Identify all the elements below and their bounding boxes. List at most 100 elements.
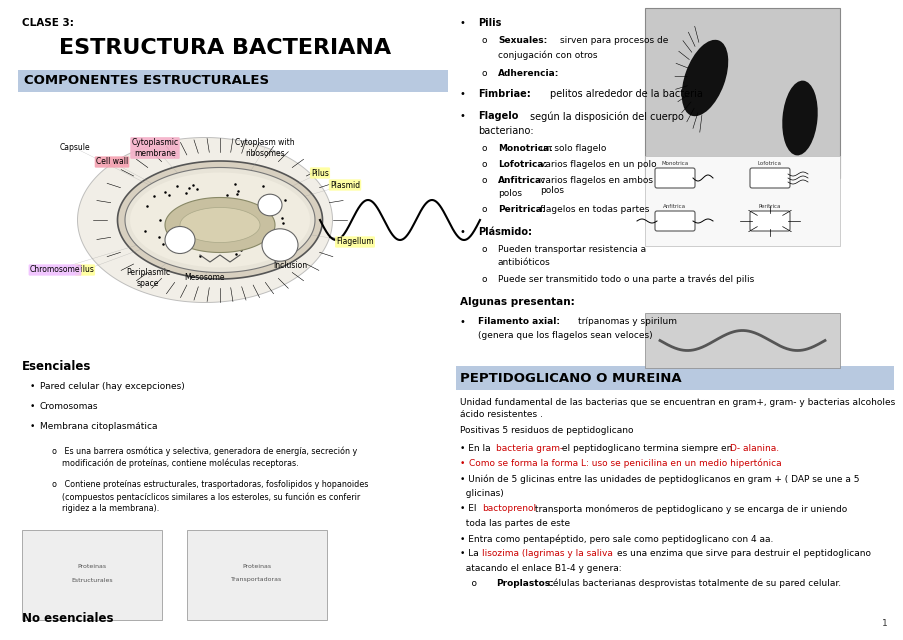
Text: Puede ser transmitido todo o una parte a través del pilis: Puede ser transmitido todo o una parte a… (498, 275, 753, 285)
Text: Proteinas: Proteinas (78, 564, 107, 570)
Text: glicinas): glicinas) (460, 489, 503, 498)
Text: Pilis: Pilis (478, 18, 501, 28)
Text: Pilus: Pilus (76, 266, 94, 275)
Text: • Unión de 5 glicinas entre las unidades de peptidoglicanos en gram + ( DAP se u: • Unión de 5 glicinas entre las unidades… (460, 474, 859, 483)
Text: bactoprenol: bactoprenol (482, 504, 536, 513)
Text: o   Es una barrera osmótica y selectiva, generadora de energía, secreción y
    : o Es una barrera osmótica y selectiva, g… (52, 446, 357, 468)
Polygon shape (117, 161, 322, 279)
Text: D- alanina.: D- alanina. (730, 444, 778, 453)
Text: Pueden transportar resistencia a: Pueden transportar resistencia a (498, 245, 646, 254)
Text: 1: 1 (881, 619, 887, 628)
Text: o: o (481, 245, 487, 254)
Text: Sexuales:: Sexuales: (498, 36, 546, 45)
Text: según la disposición del cuerpo: según la disposición del cuerpo (529, 111, 683, 122)
Text: Membrana citoplasmática: Membrana citoplasmática (40, 422, 157, 431)
Text: Unidad fundamental de las bacterias que se encuentran en gram+, gram- y bacteria: Unidad fundamental de las bacterias que … (460, 398, 894, 419)
Text: COMPONENTES ESTRUCTURALES: COMPONENTES ESTRUCTURALES (24, 74, 269, 88)
Text: Lofotrica:: Lofotrica: (498, 160, 546, 169)
Text: o: o (481, 205, 487, 214)
Text: •: • (460, 89, 465, 99)
Text: Como se forma la forma L: uso se penicilina en un medio hipertónica: Como se forma la forma L: uso se penicil… (469, 459, 781, 468)
Polygon shape (165, 198, 275, 253)
Text: o: o (481, 36, 487, 45)
Text: Esenciales: Esenciales (22, 360, 91, 373)
FancyBboxPatch shape (749, 168, 789, 188)
FancyBboxPatch shape (655, 211, 694, 231)
Polygon shape (125, 168, 314, 273)
Polygon shape (180, 207, 260, 243)
Text: Estructurales: Estructurales (71, 577, 113, 582)
Text: conjugación con otros: conjugación con otros (498, 51, 597, 61)
Text: es una enzima que sirve para destruir el peptidoglicano: es una enzima que sirve para destruir el… (617, 549, 870, 558)
Text: trípanomas y spirilum: trípanomas y spirilum (577, 317, 676, 326)
Text: Proplastos:: Proplastos: (496, 579, 554, 588)
Text: pelitos alrededor de la bacteria: pelitos alrededor de la bacteria (549, 89, 703, 99)
Text: Monotrica:: Monotrica: (498, 144, 553, 153)
Text: Flagelo: Flagelo (478, 111, 517, 121)
Text: Mesosome: Mesosome (184, 273, 225, 282)
FancyBboxPatch shape (655, 168, 694, 188)
Text: antibióticos: antibióticos (498, 258, 550, 267)
Text: transporta monómeros de peptidoglicano y se encarga de ir uniendo: transporta monómeros de peptidoglicano y… (531, 504, 846, 513)
FancyBboxPatch shape (749, 211, 789, 231)
Text: •: • (460, 227, 465, 237)
Text: Cromosomas: Cromosomas (40, 402, 98, 411)
Text: Pared celular (hay excepciones): Pared celular (hay excepciones) (40, 382, 184, 391)
Text: bacteria gram-: bacteria gram- (496, 444, 563, 453)
Polygon shape (130, 173, 310, 268)
Text: toda las partes de este: toda las partes de este (460, 519, 570, 528)
Text: •: • (460, 317, 465, 327)
Text: Plásmido:: Plásmido: (478, 227, 531, 237)
Text: atacando el enlace B1-4 y genera:: atacando el enlace B1-4 y genera: (460, 564, 621, 573)
Text: Cytoplasmic
membrane: Cytoplasmic membrane (131, 138, 179, 157)
Text: Cytoplasm with
ribosomes: Cytoplasm with ribosomes (235, 138, 294, 157)
Text: Adherencia:: Adherencia: (498, 69, 559, 78)
Text: • Entra como pentapéptido, pero sale como peptidoglicano con 4 aa.: • Entra como pentapéptido, pero sale com… (460, 534, 773, 543)
Text: PEPTIDOGLICANO O MUREINA: PEPTIDOGLICANO O MUREINA (460, 371, 681, 385)
Text: Cell wall: Cell wall (96, 157, 128, 166)
Text: • La: • La (460, 549, 481, 558)
Text: •: • (30, 382, 35, 391)
Text: Anfitrica: Anfitrica (663, 204, 685, 209)
Text: Transportadoras: Transportadoras (231, 577, 283, 582)
FancyBboxPatch shape (187, 530, 327, 620)
Text: Peritrica:: Peritrica: (498, 205, 545, 214)
Text: Peritrica: Peritrica (758, 204, 780, 209)
Text: el peptidoglicano termina siempre en: el peptidoglicano termina siempre en (558, 444, 734, 453)
Text: Flagellum: Flagellum (336, 237, 374, 246)
Text: •: • (460, 111, 465, 121)
FancyBboxPatch shape (22, 530, 162, 620)
Text: Inclusion: Inclusion (273, 260, 307, 269)
Text: Positivas 5 residuos de peptidoglicano: Positivas 5 residuos de peptidoglicano (460, 426, 633, 435)
FancyBboxPatch shape (644, 8, 839, 178)
Text: Lofotrica: Lofotrica (757, 161, 781, 166)
Text: Monotrica: Monotrica (661, 161, 688, 166)
Text: bacteriano:: bacteriano: (478, 126, 533, 136)
Polygon shape (78, 138, 332, 303)
Text: polos: polos (498, 189, 521, 198)
Text: • El: • El (460, 504, 479, 513)
Text: Filamento axial:: Filamento axial: (478, 317, 559, 326)
Text: Capsule: Capsule (60, 143, 90, 152)
Text: •: • (30, 402, 35, 411)
Text: (genera que los flagelos sean veloces): (genera que los flagelos sean veloces) (478, 331, 652, 340)
Ellipse shape (681, 40, 728, 116)
Text: Anfitrica:: Anfitrica: (498, 176, 545, 185)
Text: células bacterianas desprovistas totalmente de su pared celular.: células bacterianas desprovistas totalme… (545, 579, 841, 589)
Text: flagelos en todas partes: flagelos en todas partes (539, 205, 648, 214)
Text: Fimbriae:: Fimbriae: (478, 89, 530, 99)
FancyBboxPatch shape (18, 70, 448, 92)
Ellipse shape (257, 194, 282, 216)
Text: un solo flagelo: un solo flagelo (539, 144, 606, 153)
Text: Periplasmic
space: Periplasmic space (126, 268, 170, 288)
Text: Algunas presentan:: Algunas presentan: (460, 297, 574, 307)
Text: CLASE 3:: CLASE 3: (22, 18, 74, 28)
Text: •: • (460, 18, 465, 28)
Text: •: • (460, 459, 468, 468)
Text: o: o (481, 160, 487, 169)
Text: varios flagelos en ambos
polos: varios flagelos en ambos polos (539, 176, 652, 195)
Text: lisozima (lagrimas y la saliva: lisozima (lagrimas y la saliva (482, 549, 613, 558)
Text: o: o (481, 144, 487, 153)
Text: Chromosome: Chromosome (30, 266, 80, 275)
Text: o: o (460, 579, 485, 588)
